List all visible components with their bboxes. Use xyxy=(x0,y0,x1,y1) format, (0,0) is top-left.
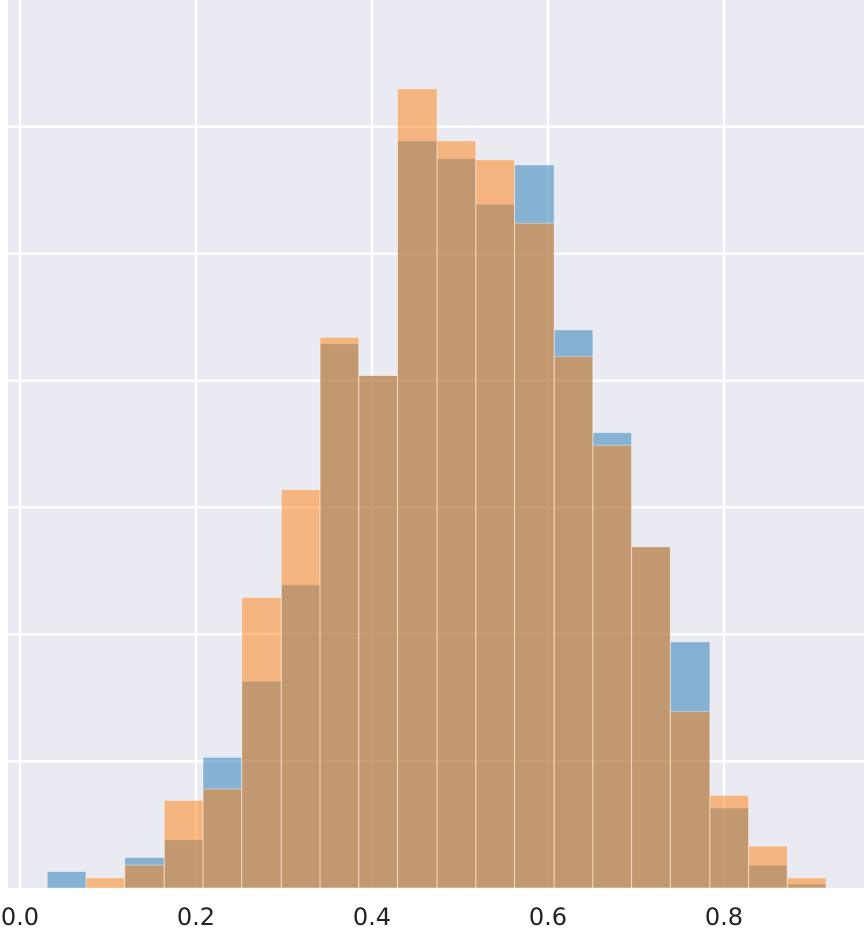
bar xyxy=(202,788,243,889)
bar xyxy=(592,444,633,889)
bar xyxy=(124,864,165,889)
bar xyxy=(280,489,321,889)
bar xyxy=(553,355,594,889)
x-tick-label: 0.2 xyxy=(177,903,215,931)
bar xyxy=(631,546,671,889)
bar xyxy=(358,374,398,889)
bar xyxy=(163,799,204,889)
x-tick-label: 0.8 xyxy=(705,903,743,931)
bar xyxy=(241,596,282,889)
bar xyxy=(748,845,788,889)
bar xyxy=(46,871,87,889)
bar xyxy=(396,88,438,889)
x-tick-label: 0.6 xyxy=(529,903,567,931)
bar xyxy=(514,222,555,889)
x-tick-label: 0.0 xyxy=(1,903,39,931)
bar xyxy=(436,140,477,889)
bar xyxy=(475,159,516,889)
bar xyxy=(786,877,827,889)
x-tick-label: 0.4 xyxy=(353,903,391,931)
bar xyxy=(85,877,126,889)
bar xyxy=(669,711,711,889)
bar xyxy=(709,794,750,889)
bar xyxy=(319,336,360,889)
